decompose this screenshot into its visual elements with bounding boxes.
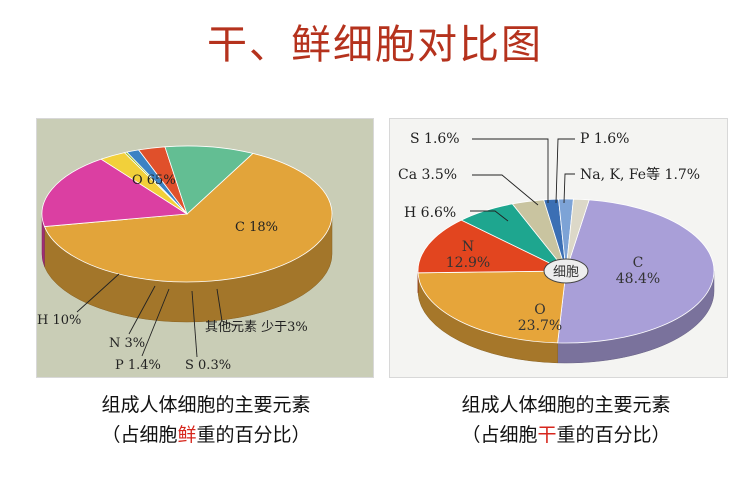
slice-label: C 18% [235,220,278,235]
pie-slice-o [417,270,567,344]
caption-line2: （占细胞鲜重的百分比） [26,420,386,450]
slice-label: O 65% [132,173,176,188]
leader-line [555,138,575,204]
fresh-weight-pie-panel: O 65% C 18% 其他元素 少于3% S 0.3% P 1.4% N 3% H 10% [36,118,374,378]
pie-slice-c [557,199,715,344]
fresh-weight-caption: 组成人体细胞的主要元素 （占细胞鲜重的百分比） [26,390,386,450]
caption-line2-suffix: 重的百分比） [556,424,671,446]
pie-slice-n [417,219,567,274]
caption-line2-prefix: （占细胞 [101,424,178,446]
slice-labels: O 65% C 18% 其他元素 少于3% S 0.3% P 1.4% N 3% H 10% [37,173,308,373]
fresh-weight-pie-chart: O 65% C 18% 其他元素 少于3% S 0.3% P 1.4% N 3% H 10% [37,145,333,373]
slice-label: O 23.7% [518,302,562,334]
leader-line [470,210,509,222]
slice-label: N 3% [109,336,145,351]
slice-label: H 6.6% [404,205,456,221]
slice-label: Ca 3.5% [398,167,457,183]
slice-labels: C 48.4% O 23.7% N 12.9% H 6.6% Ca 3.5% S 1.6% P 1… [398,131,700,334]
page-title: 干、鲜细胞对比图 [207,22,543,68]
caption-highlight: 鲜 [177,424,197,446]
slice-label: P 1.4% [115,358,161,373]
pie-slice-na [565,198,590,272]
caption-highlight: 干 [537,424,557,446]
pie-slice-c [41,158,189,227]
dry-weight-pie-chart: 细胞 C 48.4% O 23.7% N 12.9% H 6.6% Ca 3.5% S 1.6% P… [398,131,715,364]
leader-line [472,138,549,203]
slice-label: S 0.3% [185,358,231,373]
leader-line [128,285,156,335]
center-label-bubble [543,258,589,284]
slice-label: 其他元素 少于3% [205,320,308,335]
pie-slice-o [43,152,333,283]
leader-line [141,288,170,357]
leader-line [191,290,198,358]
caption-line2-suffix: 重的百分比） [196,424,311,446]
dry-weight-pie-panel: 细胞 C 48.4% O 23.7% N 12.9% H 6.6% Ca 3.5% S 1.6% P… [389,118,728,378]
pie-slices [417,198,715,344]
slice-label: Na, K, Fe等 1.7% [580,166,700,183]
caption-line2-prefix: （占细胞 [461,424,538,446]
leader-line [563,173,575,204]
slice-label: C 48.4% [616,255,660,287]
pie-slices [41,145,333,283]
leader-line [76,273,120,313]
leader-line [216,288,238,327]
leader-line [472,174,539,206]
center-label: 细胞 [553,265,579,280]
slice-label: N 12.9% [446,239,490,271]
pie-slice-h [164,145,254,215]
slice-label: H 10% [37,313,81,328]
slice-label: P 1.6% [580,131,629,147]
dry-weight-caption: 组成人体细胞的主要元素 （占细胞干重的百分比） [386,390,746,450]
slice-label: S 1.6% [410,131,460,147]
caption-line2: （占细胞干重的百分比） [386,420,746,450]
caption-line1: 组成人体细胞的主要元素 [101,394,311,416]
caption-line1: 组成人体细胞的主要元素 [461,394,671,416]
